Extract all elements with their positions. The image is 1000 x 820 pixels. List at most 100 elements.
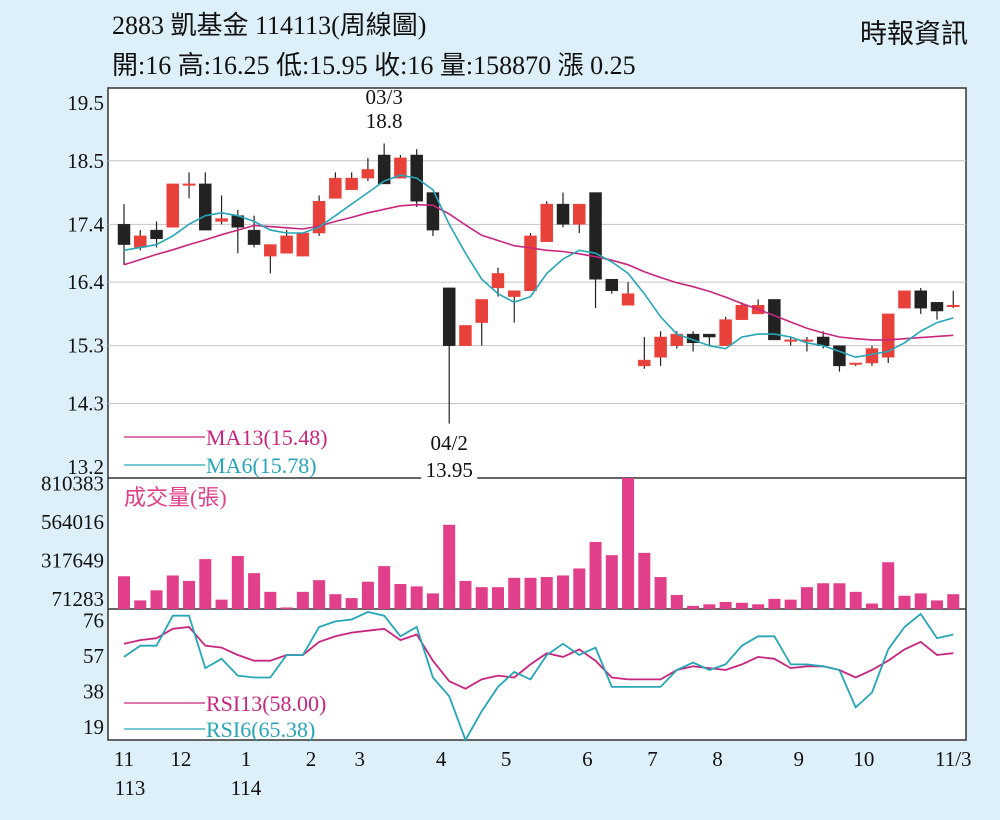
volume-bar [719,601,732,609]
candle-body [199,183,212,231]
volume-bar [622,478,635,609]
volume-bar [800,587,813,609]
candle-body [491,273,505,289]
candle-body [573,203,586,225]
candle-body [345,177,358,190]
volume-bar [231,555,244,609]
x-axis-label: 2 [306,747,317,771]
candle-body [166,183,180,228]
ma-line-ma6 [123,174,954,359]
volume-y-tick: 564016 [41,510,104,534]
volume-bar [605,555,618,609]
volume-bar [524,577,537,609]
rsi-line-rsi6 [123,611,954,743]
candle-body [329,177,342,199]
volume-y-tick: 71283 [52,587,105,611]
candle-body [556,203,570,225]
volume-bar [248,573,261,609]
volume-bar [459,580,472,609]
volume-y-tick: 810383 [41,472,104,496]
candle-body [247,229,261,245]
volume-bar [687,605,700,609]
candle-body [182,183,196,186]
candle-body [296,232,310,257]
rsi-y-tick: 57 [83,644,104,668]
volume-bar [475,587,488,609]
x-axis-label: 11/3 [935,747,972,771]
volume-bar [540,577,553,609]
candle-body [654,336,667,358]
low-annotation-value: 13.95 [426,458,473,482]
volume-bar [589,541,602,609]
candle-body [784,339,797,342]
volume-bar [638,552,651,609]
candle-body [930,302,944,312]
candle-body [881,313,895,358]
candle-body [638,359,651,367]
low-annotation-date: 04/2 [431,431,468,455]
rsi-y-tick: 38 [83,680,104,704]
volume-bar [931,600,943,609]
candle-body [264,244,277,257]
legend-ma13: MA13(15.48) [206,425,328,450]
candle-body [849,362,862,365]
x-axis-label: 4 [436,747,447,771]
candle-body [540,203,554,242]
volume-bar [849,591,862,609]
x-year-label: 113 [115,776,146,800]
volume-bar [817,583,830,609]
legend-rsi6: RSI6(65.38) [206,717,315,742]
candle-body [426,192,440,231]
volume-bar [784,599,797,609]
chart-title: 2883 凱基金 114113(周線圖) [112,11,427,40]
high-annotation-value: 18.8 [366,109,403,133]
source-label: 時報資訊 [860,19,968,49]
candle-body [947,304,960,307]
volume-bar [296,591,309,609]
candle-body [475,299,488,323]
volume-bar [410,586,423,609]
price-y-tick: 15.3 [67,334,104,358]
volume-bar [947,594,960,609]
volume-bar [670,594,683,609]
volume-bar [833,583,846,609]
x-axis-label: 7 [647,747,658,771]
candle-body [914,290,927,309]
volume-bar [280,607,293,609]
legend-rsi13: RSI13(58.00) [206,691,326,716]
candle-body [507,290,521,297]
volume-bar [215,599,228,609]
price-y-tick: 14.3 [67,391,104,415]
rsi-y-tick: 19 [83,715,104,739]
price-summary: 開:16 高:16.25 低:15.95 收:16 量:158870 漲 0.2… [112,51,636,80]
volume-title: 成交量(張) [124,485,227,510]
candle-body [621,293,635,306]
candle-body [719,319,732,346]
volume-bar [313,580,326,609]
volume-bar [882,562,895,609]
candle-body [524,235,537,292]
legend-ma6: MA6(15.78) [206,453,317,478]
x-axis-label: 11 [114,747,134,771]
low-annotation-bg [421,459,478,480]
volume-bar [166,575,179,609]
volume-bar [361,581,374,609]
plot-area [107,87,967,741]
volume-bar [150,590,163,609]
candle-body [361,169,375,179]
volume-bar [752,604,765,609]
volume-bar [914,593,927,609]
x-year-label: 114 [231,776,262,800]
volume-bar [898,595,911,609]
candle-body [459,325,472,346]
volume-bar [443,524,456,609]
volume-bar [345,598,358,609]
volume-bar [573,568,586,609]
candle-body [735,304,749,320]
volume-bar [768,598,781,609]
x-axis-label: 12 [170,747,191,771]
price-y-tick: 19.5 [67,91,104,115]
price-y-tick: 17.4 [67,212,104,236]
rsi-y-tick: 76 [83,608,104,632]
